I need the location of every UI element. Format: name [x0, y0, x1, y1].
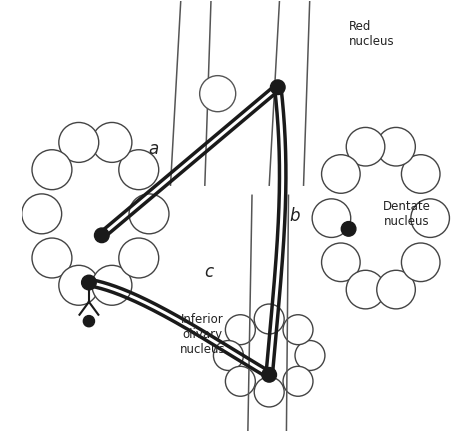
Circle shape	[32, 150, 72, 190]
Circle shape	[254, 377, 284, 407]
Circle shape	[22, 194, 62, 234]
Circle shape	[401, 155, 440, 193]
Circle shape	[295, 340, 325, 371]
Circle shape	[401, 243, 440, 282]
Circle shape	[94, 228, 109, 243]
Circle shape	[213, 340, 243, 371]
Circle shape	[411, 199, 449, 238]
Circle shape	[129, 194, 169, 234]
Circle shape	[59, 122, 99, 162]
Text: Inferior
olivary
nucleus: Inferior olivary nucleus	[180, 312, 226, 356]
Circle shape	[283, 315, 313, 345]
Text: Dentate
nucleus: Dentate nucleus	[383, 200, 430, 228]
Circle shape	[346, 270, 385, 309]
Circle shape	[83, 316, 94, 327]
Circle shape	[321, 155, 360, 193]
Circle shape	[92, 122, 132, 162]
Circle shape	[321, 243, 360, 282]
Circle shape	[271, 80, 285, 95]
Circle shape	[119, 238, 159, 278]
Circle shape	[82, 275, 96, 290]
Circle shape	[377, 127, 415, 166]
Circle shape	[92, 265, 132, 305]
Circle shape	[377, 270, 415, 309]
Text: b: b	[290, 207, 300, 225]
Circle shape	[32, 238, 72, 278]
Circle shape	[341, 222, 356, 236]
Circle shape	[254, 304, 284, 334]
Text: c: c	[205, 263, 214, 281]
Circle shape	[59, 265, 99, 305]
Text: Red
nucleus: Red nucleus	[348, 19, 394, 48]
Circle shape	[346, 127, 385, 166]
Circle shape	[119, 150, 159, 190]
Circle shape	[200, 76, 236, 112]
Circle shape	[226, 315, 255, 345]
Circle shape	[262, 368, 276, 382]
Text: a: a	[148, 140, 158, 159]
Circle shape	[226, 366, 255, 396]
Circle shape	[312, 199, 351, 238]
Circle shape	[283, 366, 313, 396]
